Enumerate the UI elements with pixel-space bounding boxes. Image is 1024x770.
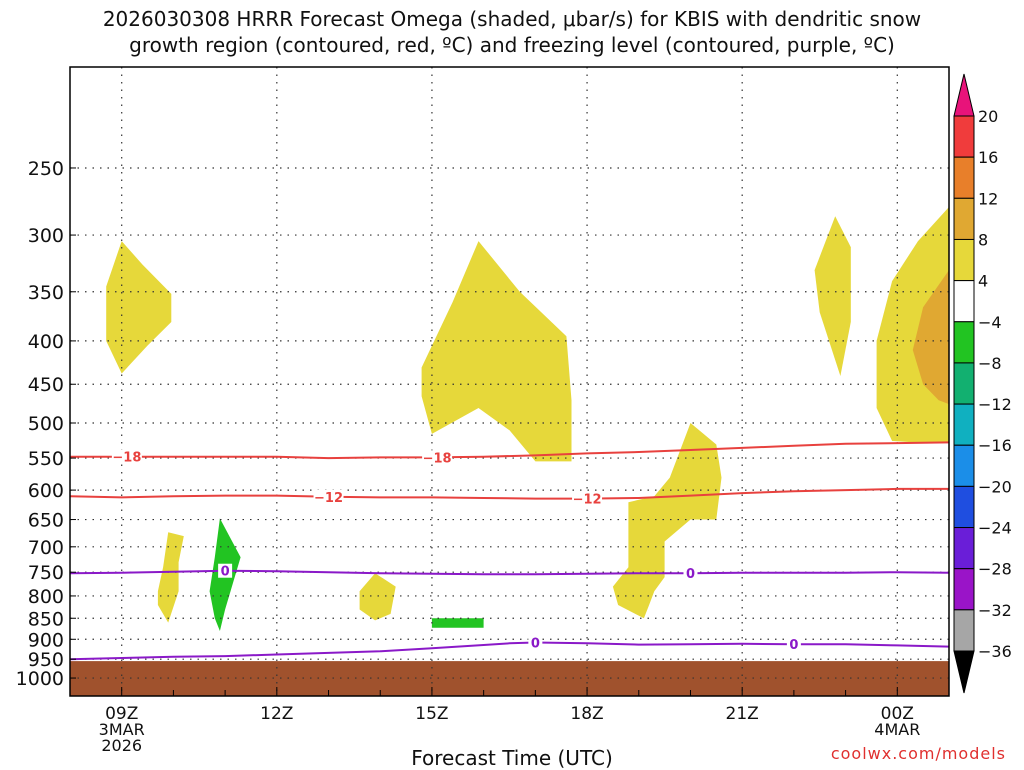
colorbar-label: −36 <box>978 642 1012 661</box>
y-tick-label: 450 <box>28 374 64 396</box>
contour-line-0 <box>70 441 949 460</box>
contour-layer: −18 −18 −12 −12 0 0 0 0 <box>70 441 949 661</box>
contour-line-1 <box>70 487 949 500</box>
contour-label-bg <box>218 563 233 578</box>
x-tick-label: 18Z <box>570 704 603 724</box>
x-tick-label: 12Z <box>260 704 293 724</box>
contour-label: 0 <box>789 638 798 653</box>
y-tick-label: 250 <box>28 158 64 180</box>
colorbar-label: −16 <box>978 436 1012 455</box>
omega-region-5 <box>612 423 722 619</box>
colorbar-swatch <box>953 156 975 199</box>
colorbar-label: 4 <box>978 272 988 291</box>
site-credit[interactable]: coolwx.com/models <box>830 744 1006 763</box>
contour-label-bg <box>572 491 603 506</box>
colorbar-swatch <box>953 238 975 282</box>
y-tick-label: 900 <box>28 629 64 651</box>
contour-label: −18 <box>423 451 452 466</box>
colorbar-swatch <box>953 609 975 652</box>
y-tick-label: 650 <box>28 510 64 532</box>
colorbar-label: −32 <box>978 601 1012 620</box>
y-tick-label: 700 <box>28 537 64 559</box>
x-tick-label: 15Z <box>415 704 448 724</box>
contour-label: 0 <box>686 567 695 582</box>
y-axis: 2503003504004505005506006507007508008509… <box>16 158 76 690</box>
contour-label-bg <box>313 489 344 504</box>
omega-region-4 <box>912 270 949 405</box>
x-tick-label: 09Z <box>105 704 138 724</box>
omega-region-6 <box>157 532 184 623</box>
omega-shading-layer <box>106 207 949 631</box>
contour-label-bg <box>786 637 801 652</box>
omega-region-1 <box>421 241 572 462</box>
omega-region-2 <box>814 216 851 376</box>
contour-label: 0 <box>531 637 540 652</box>
contour-label-bg <box>528 635 543 650</box>
contour-label: −12 <box>314 491 343 506</box>
y-tick-label: 950 <box>28 649 64 671</box>
contour-label: 0 <box>221 565 230 580</box>
contour-label-bg <box>111 449 142 464</box>
colorbar-swatch <box>953 280 975 323</box>
colorbar-label: −20 <box>978 477 1012 496</box>
y-tick-label: 800 <box>28 586 64 608</box>
colorbar-top-arrow <box>953 73 975 117</box>
colorbar-label: 16 <box>978 148 998 167</box>
ground-fill <box>70 661 949 696</box>
x-axis-title: Forecast Time (UTC) <box>411 746 613 770</box>
plot-frame <box>69 66 950 697</box>
contour-label-bg <box>683 566 698 581</box>
contour-line-2 <box>70 569 949 576</box>
x-tick-label: 00Z <box>881 704 914 724</box>
colorbar-label: 12 <box>978 189 998 208</box>
chart-title-line-2: growth region (contoured, red, ºC) and f… <box>129 33 895 57</box>
colorbar-label: −8 <box>978 354 1002 373</box>
y-tick-label: 500 <box>28 413 64 435</box>
y-tick-label: 750 <box>28 562 64 584</box>
contour-label: −12 <box>573 493 602 508</box>
colorbar-swatch <box>953 403 975 446</box>
colorbar: 20 16 12 8 4 −4 −8 −12 −16 −20 −24 −28 −32 −36 <box>953 73 1012 694</box>
colorbar-label: −24 <box>978 519 1012 538</box>
y-tick-label: 1000 <box>16 668 64 690</box>
colorbar-label: −12 <box>978 395 1012 414</box>
omega-region-7 <box>359 573 396 621</box>
colorbar-label: 20 <box>978 107 998 126</box>
colorbar-bottom-arrow <box>953 650 975 694</box>
y-tick-label: 600 <box>28 480 64 502</box>
omega-region-9 <box>431 618 484 628</box>
y-tick-label: 300 <box>28 225 64 247</box>
colorbar-swatch <box>953 321 975 364</box>
contour-label: −18 <box>112 451 141 466</box>
x-tick-label: 3MAR <box>99 720 145 739</box>
colorbar-label: −28 <box>978 560 1012 579</box>
y-tick-label: 850 <box>28 608 64 630</box>
colorbar-swatch <box>953 362 975 405</box>
colorbar-label: −4 <box>978 313 1002 332</box>
omega-region-0 <box>106 241 172 374</box>
x-tick-label: 4MAR <box>874 720 920 739</box>
contour-label-bg <box>422 450 453 465</box>
y-tick-label: 400 <box>28 331 64 353</box>
colorbar-label: 8 <box>978 230 988 249</box>
colorbar-swatch <box>953 568 975 611</box>
y-tick-label: 350 <box>28 282 64 304</box>
colorbar-swatch <box>953 527 975 570</box>
grid-layer <box>70 67 949 696</box>
ground-layer <box>70 661 949 696</box>
colorbar-swatch <box>953 485 975 529</box>
chart-title-line-1: 2026030308 HRRR Forecast Omega (shaded, … <box>102 7 922 31</box>
contour-line-3 <box>70 641 949 661</box>
y-tick-label: 550 <box>28 448 64 470</box>
x-tick-label: 21Z <box>726 704 759 724</box>
colorbar-swatch <box>953 197 975 240</box>
colorbar-swatch <box>953 115 975 158</box>
x-tick-label: 2026 <box>101 736 142 755</box>
colorbar-swatch <box>953 444 975 487</box>
